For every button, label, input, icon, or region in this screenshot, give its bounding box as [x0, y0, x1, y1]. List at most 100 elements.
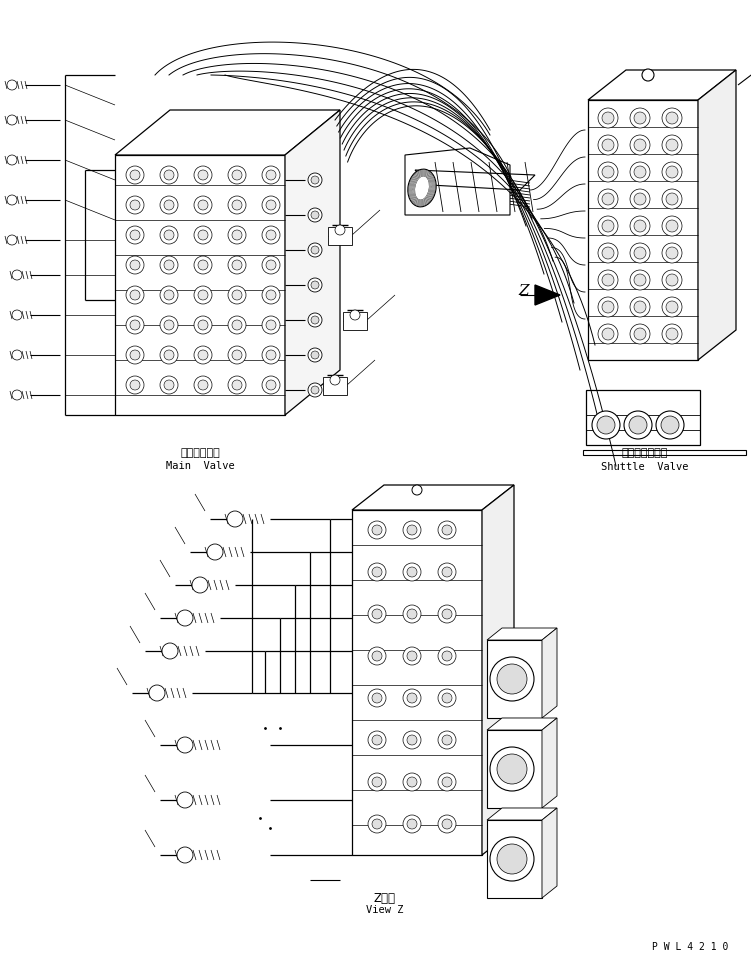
- Circle shape: [602, 193, 614, 205]
- Circle shape: [7, 195, 17, 205]
- Circle shape: [630, 270, 650, 290]
- Circle shape: [490, 747, 534, 791]
- Circle shape: [7, 115, 17, 125]
- Circle shape: [598, 162, 618, 182]
- Circle shape: [442, 609, 452, 619]
- Circle shape: [262, 346, 280, 364]
- Circle shape: [403, 773, 421, 791]
- Circle shape: [630, 324, 650, 344]
- Circle shape: [634, 274, 646, 286]
- Circle shape: [308, 383, 322, 397]
- Circle shape: [662, 135, 682, 155]
- Circle shape: [630, 297, 650, 317]
- Circle shape: [630, 189, 650, 209]
- Circle shape: [194, 376, 212, 394]
- Circle shape: [403, 521, 421, 539]
- Circle shape: [130, 230, 140, 240]
- Circle shape: [624, 411, 652, 439]
- Circle shape: [330, 375, 340, 385]
- Circle shape: [194, 256, 212, 274]
- Polygon shape: [323, 377, 347, 395]
- Circle shape: [207, 544, 223, 560]
- Circle shape: [666, 139, 678, 151]
- Circle shape: [311, 351, 319, 359]
- Circle shape: [642, 69, 654, 81]
- Circle shape: [666, 220, 678, 232]
- Circle shape: [634, 139, 646, 151]
- Circle shape: [634, 247, 646, 259]
- Circle shape: [598, 270, 618, 290]
- Circle shape: [372, 819, 382, 829]
- Circle shape: [266, 170, 276, 180]
- Circle shape: [666, 328, 678, 340]
- Circle shape: [266, 230, 276, 240]
- Polygon shape: [487, 640, 542, 718]
- Circle shape: [7, 235, 17, 245]
- Polygon shape: [487, 718, 557, 730]
- Polygon shape: [542, 718, 557, 808]
- Circle shape: [602, 112, 614, 124]
- Circle shape: [266, 380, 276, 390]
- Polygon shape: [352, 485, 514, 510]
- Circle shape: [160, 376, 178, 394]
- Circle shape: [232, 170, 242, 180]
- Circle shape: [412, 485, 422, 495]
- Circle shape: [164, 170, 174, 180]
- Circle shape: [198, 320, 208, 330]
- Circle shape: [634, 220, 646, 232]
- Circle shape: [160, 316, 178, 334]
- Circle shape: [442, 735, 452, 745]
- Circle shape: [164, 380, 174, 390]
- Circle shape: [126, 196, 144, 214]
- Circle shape: [262, 256, 280, 274]
- Circle shape: [438, 689, 456, 707]
- Circle shape: [438, 773, 456, 791]
- Circle shape: [12, 270, 22, 280]
- Circle shape: [198, 290, 208, 300]
- Circle shape: [372, 567, 382, 577]
- Circle shape: [403, 689, 421, 707]
- Circle shape: [403, 647, 421, 665]
- Circle shape: [403, 731, 421, 749]
- Circle shape: [662, 297, 682, 317]
- Circle shape: [308, 208, 322, 222]
- Circle shape: [634, 328, 646, 340]
- Circle shape: [630, 216, 650, 236]
- Circle shape: [490, 837, 534, 881]
- Circle shape: [228, 316, 246, 334]
- Circle shape: [442, 567, 452, 577]
- Circle shape: [372, 735, 382, 745]
- Circle shape: [372, 693, 382, 703]
- Circle shape: [634, 193, 646, 205]
- Circle shape: [602, 328, 614, 340]
- Circle shape: [438, 815, 456, 833]
- Circle shape: [602, 139, 614, 151]
- Circle shape: [232, 320, 242, 330]
- Polygon shape: [588, 100, 698, 360]
- Circle shape: [368, 563, 386, 581]
- Circle shape: [666, 193, 678, 205]
- Circle shape: [262, 286, 280, 304]
- Circle shape: [232, 200, 242, 210]
- Circle shape: [630, 162, 650, 182]
- Polygon shape: [115, 110, 340, 155]
- Circle shape: [666, 274, 678, 286]
- Circle shape: [232, 380, 242, 390]
- Circle shape: [130, 260, 140, 270]
- Circle shape: [164, 290, 174, 300]
- Circle shape: [662, 162, 682, 182]
- Polygon shape: [405, 148, 510, 215]
- Circle shape: [308, 243, 322, 257]
- Circle shape: [497, 664, 527, 694]
- Circle shape: [198, 200, 208, 210]
- Circle shape: [438, 605, 456, 623]
- Circle shape: [308, 173, 322, 187]
- Circle shape: [7, 80, 17, 90]
- Circle shape: [661, 416, 679, 434]
- Circle shape: [232, 350, 242, 360]
- Circle shape: [403, 563, 421, 581]
- Circle shape: [262, 166, 280, 184]
- Circle shape: [490, 657, 534, 701]
- Circle shape: [407, 777, 417, 787]
- Circle shape: [368, 647, 386, 665]
